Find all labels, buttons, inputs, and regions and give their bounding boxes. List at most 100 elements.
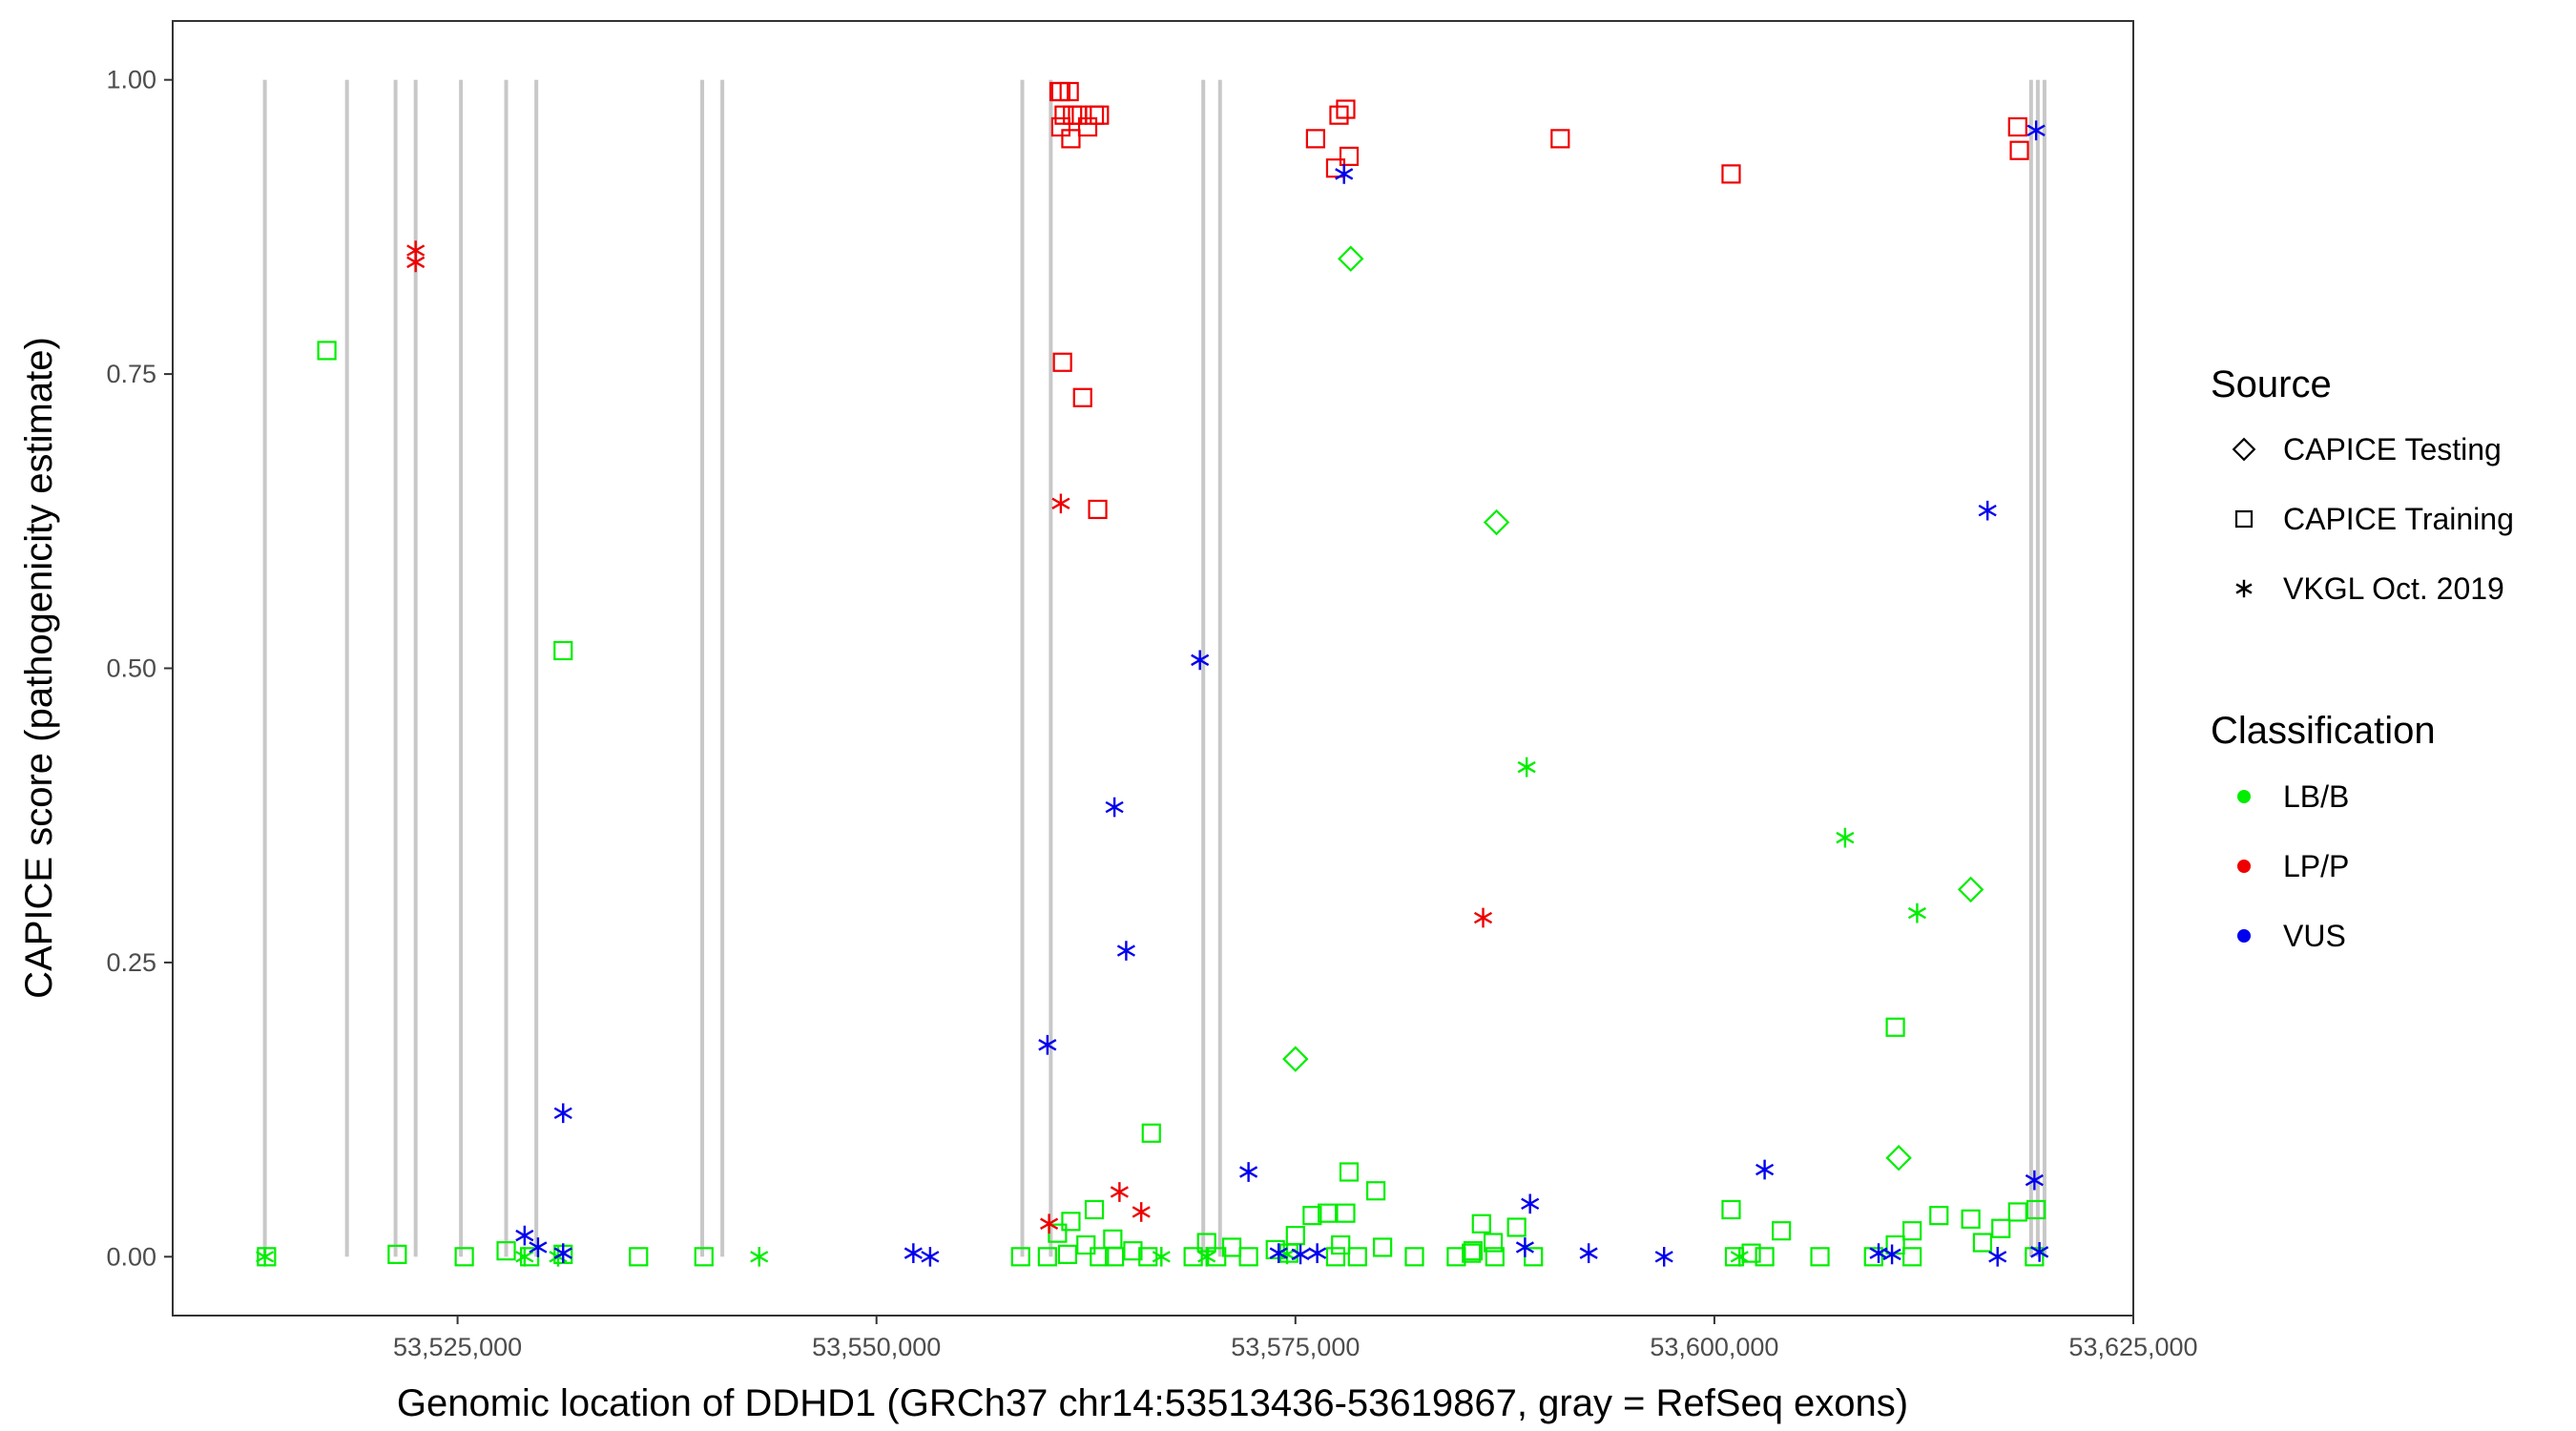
exon-band (2028, 79, 2033, 1257)
exon-band (720, 79, 725, 1257)
capice-training-lbb-point (1037, 1247, 1057, 1267)
vkgl-oct-2019-vus-point (1521, 1193, 1540, 1214)
capice-training-lbb-point (1404, 1247, 1424, 1267)
exon-band (344, 79, 349, 1257)
vkgl-oct-2019-lpp-point (406, 252, 426, 273)
capice-training-lbb-point (1485, 1247, 1505, 1267)
capice-training-lbb-point (1183, 1247, 1203, 1267)
vkgl-oct-2019-vus-point (904, 1243, 923, 1263)
capice-training-lbb-point (1347, 1247, 1367, 1267)
capice-training-lbb-point (317, 341, 337, 361)
legend-source-label: VKGL Oct. 2019 (2283, 571, 2504, 606)
legend-classification-key (2237, 860, 2251, 873)
capice-training-lbb-point (1141, 1123, 1161, 1143)
vkgl-oct-2019-lpp-point (1110, 1182, 1129, 1202)
exon-bands (262, 79, 2046, 1257)
capice-training-lbb-point (1863, 1247, 1883, 1267)
vkgl-oct-2019-vus-point (515, 1225, 534, 1246)
vkgl-oct-2019-vus-point (1988, 1246, 2007, 1267)
capice-training-lbb-point (1302, 1206, 1322, 1226)
legend-classification-label: LB/B (2283, 779, 2349, 814)
x-axis-title: Genomic location of DDHD1 (GRCh37 chr14:… (397, 1382, 1908, 1424)
legend-classification-key (2237, 929, 2251, 943)
vkgl-oct-2019-vus-point (1239, 1162, 1258, 1182)
capice-training-lbb-point (1506, 1217, 1527, 1237)
vkgl-oct-2019-lbb-point (1517, 757, 1536, 778)
vkgl-oct-2019-lpp-point (1473, 907, 1493, 928)
x-tick-label: 53,525,000 (393, 1333, 522, 1361)
capice-training-lbb-point (1772, 1221, 1792, 1241)
capice-training-lpp-point (1090, 105, 1110, 125)
vkgl-oct-2019-vus-point (1579, 1243, 1598, 1263)
vkgl-oct-2019-vus-point (1269, 1243, 1288, 1263)
capice-training-lbb-point (1885, 1017, 1905, 1037)
legend-source-key (2234, 509, 2254, 529)
capice-training-lbb-point (694, 1247, 714, 1267)
capice-training-lbb-point (1010, 1247, 1030, 1267)
vkgl-oct-2019-lbb-point (256, 1246, 275, 1267)
vkgl-oct-2019-lbb-point (1730, 1246, 1749, 1267)
capice-training-lbb-point (1138, 1247, 1158, 1267)
y-tick-label: 1.00 (106, 66, 156, 94)
capice-training-lpp-point (2007, 116, 2027, 137)
capice-training-lbb-point (1721, 1199, 1741, 1220)
exon-band (413, 79, 418, 1257)
capice-training-lbb-point (454, 1247, 474, 1267)
capice-training-lbb-point (2026, 1199, 2046, 1220)
legend-classification-label: VUS (2283, 919, 2346, 953)
plot-background (173, 21, 2133, 1316)
capice-training-lbb-point (2007, 1202, 2027, 1222)
capice-training-lpp-point (1305, 129, 1325, 149)
capice-training-lbb-point (1366, 1181, 1386, 1201)
capice-training-lbb-point (629, 1247, 649, 1267)
capice-training-lbb-point (1462, 1243, 1482, 1263)
capice-training-lbb-point (1755, 1247, 1775, 1267)
exon-band (1020, 79, 1025, 1257)
vkgl-oct-2019-vus-point (1038, 1034, 1057, 1055)
vkgl-oct-2019-lbb-point (1907, 902, 1926, 923)
capice-training-lbb-point (1991, 1218, 2011, 1238)
vkgl-oct-2019-vus-point (1116, 941, 1135, 961)
y-tick-label: 0.75 (106, 360, 156, 388)
capice-training-lbb-point (1336, 1203, 1356, 1223)
exon-band (262, 79, 267, 1257)
legend-source-label: CAPICE Training (2283, 502, 2514, 536)
vkgl-oct-2019-lpp-point (1132, 1202, 1151, 1222)
vkgl-oct-2019-vus-point (529, 1237, 548, 1257)
capice-testing-lbb-point (1957, 876, 1984, 903)
vkgl-oct-2019-vus-point (1291, 1244, 1310, 1265)
exon-band (700, 79, 705, 1257)
capice-training-lbb-point (1929, 1206, 1949, 1226)
capice-training-lbb-point (1061, 1212, 1081, 1232)
capice-training-lpp-point (1721, 164, 1741, 184)
x-tick-label: 53,600,000 (1650, 1333, 1778, 1361)
capice-training-lbb-point (1463, 1241, 1484, 1261)
capice-testing-lbb-point (1338, 245, 1364, 272)
capice-training-lpp-point (1550, 129, 1570, 149)
capice-training-lpp-point (1050, 116, 1070, 137)
vkgl-oct-2019-vus-point (2030, 1242, 2049, 1262)
vkgl-oct-2019-lbb-point (1152, 1246, 1171, 1267)
legend-classification-key (2237, 790, 2251, 803)
capice-training-lbb-point (1285, 1226, 1305, 1246)
legend-source-key (2235, 579, 2253, 598)
vkgl-oct-2019-lbb-point (515, 1246, 534, 1267)
vkgl-oct-2019-vus-point (1654, 1246, 1673, 1267)
y-tick-label: 0.25 (106, 948, 156, 977)
y-axis: 0.00 0.25 0.50 0.75 1.00 (106, 66, 173, 1271)
capice-training-lpp-point (1339, 146, 1360, 166)
vkgl-oct-2019-vus-point (2025, 1170, 2044, 1191)
vkgl-oct-2019-lbb-point (1836, 827, 1855, 848)
vkgl-oct-2019-lpp-point (1051, 493, 1070, 514)
legend-source-keys (2232, 437, 2256, 598)
vkgl-oct-2019-vus-point (553, 1103, 572, 1124)
vkgl-oct-2019-vus-point (1882, 1244, 1901, 1265)
x-tick-label: 53,625,000 (2068, 1333, 2197, 1361)
capice-training-lpp-point (1063, 105, 1083, 125)
exon-band (2042, 79, 2046, 1257)
capice-training-lbb-point (1972, 1233, 1993, 1253)
vkgl-oct-2019-vus-point (1308, 1243, 1327, 1263)
legend-classification: Classification LB/B LP/P VUS (2211, 710, 2436, 953)
capice-training-lpp-point (1052, 352, 1072, 372)
